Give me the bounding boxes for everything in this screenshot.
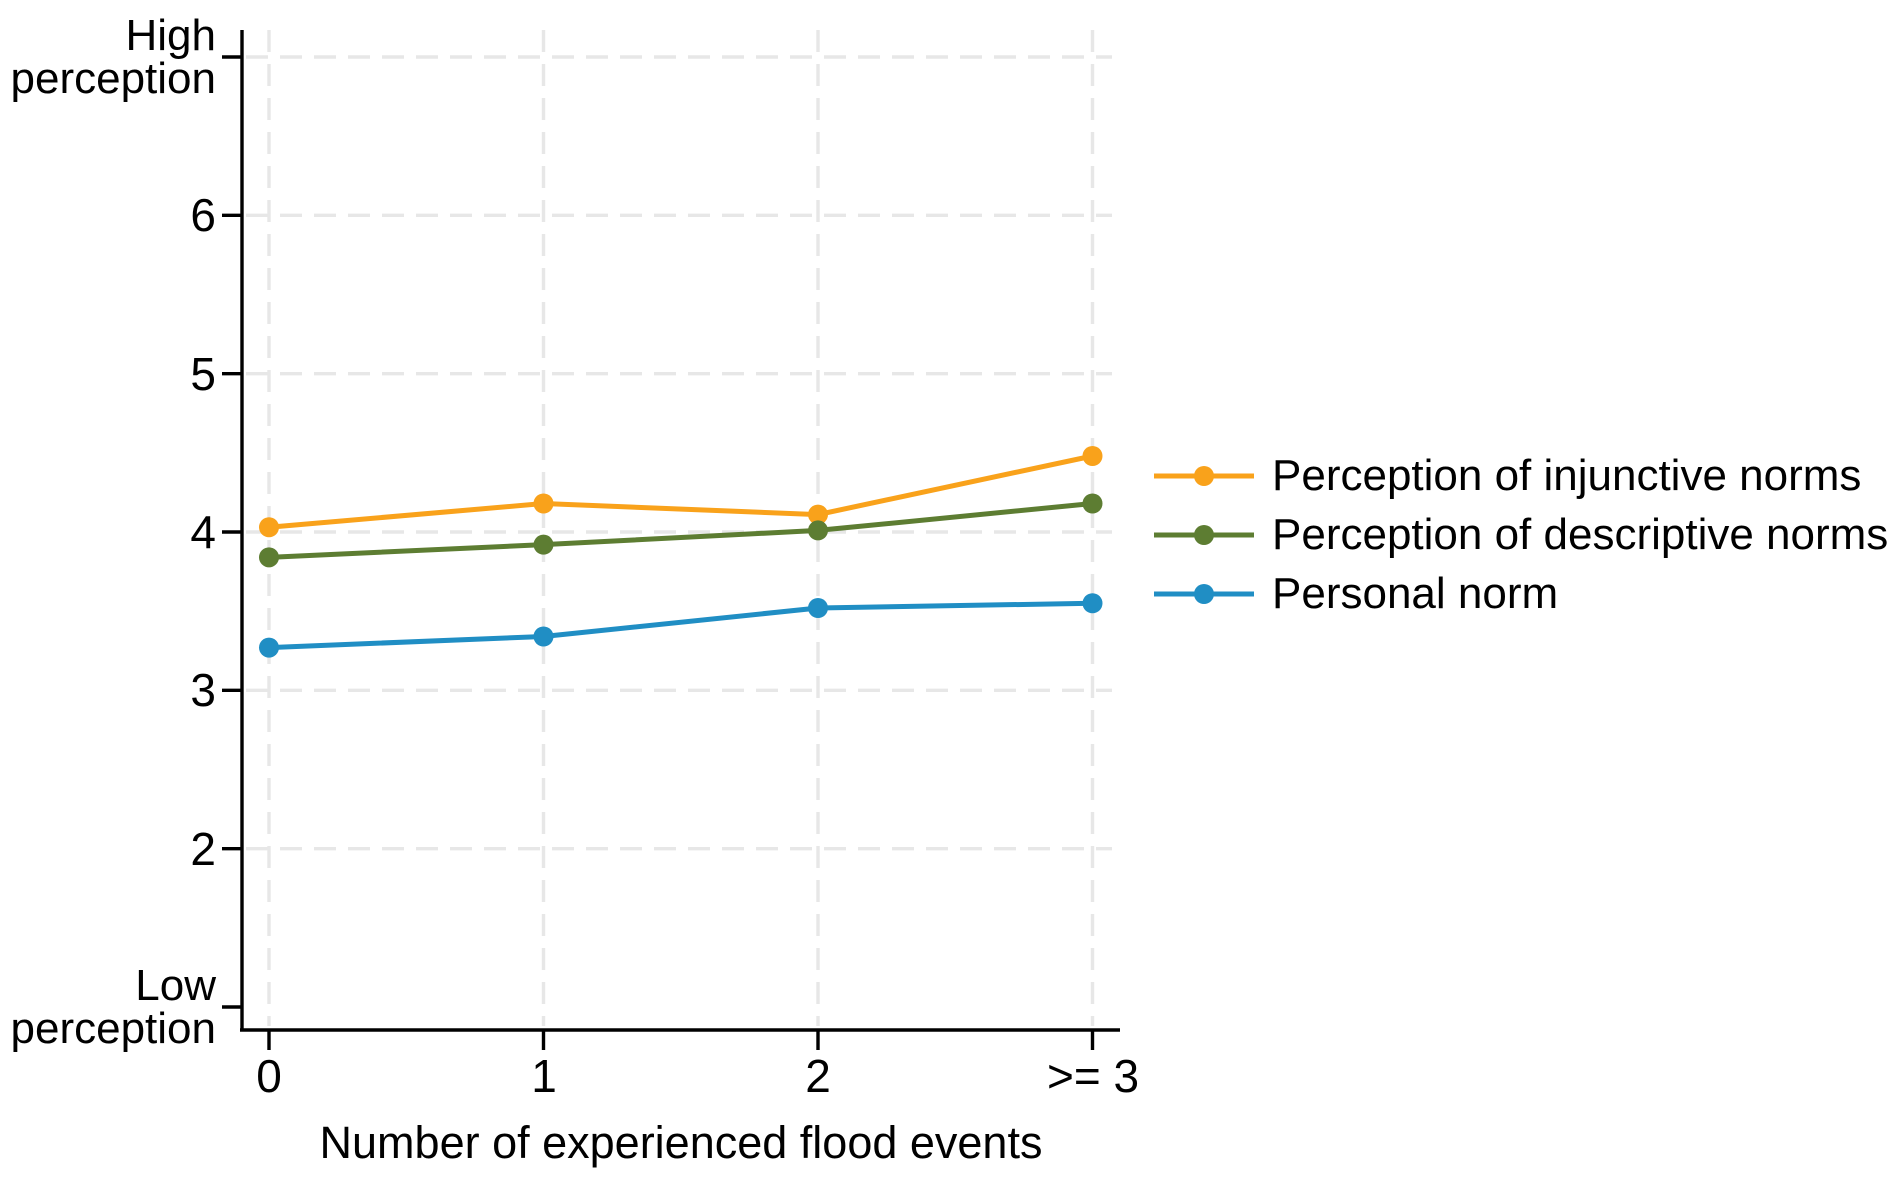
data-point — [533, 534, 554, 555]
x-tick-label-2: 2 — [805, 1050, 831, 1102]
y-tick-label-low-line2: perception — [10, 1004, 216, 1053]
legend-marker-icon — [1154, 524, 1254, 545]
data-point — [259, 517, 279, 538]
legend-label: Perception of injunctive norms — [1272, 450, 1862, 500]
legend-label: Perception of descriptive norms — [1272, 509, 1889, 559]
y-tick-label-low-line1: Low — [135, 961, 216, 1010]
legend-item-injunctive-norms: Perception of injunctive norms — [1152, 446, 1888, 505]
data-point — [533, 493, 554, 514]
series-line — [268, 600, 1093, 651]
y-tick-label-6: 6 — [190, 189, 216, 241]
x-tick-label-0: 0 — [256, 1050, 282, 1102]
y-tick-label-low: Low perception — [0, 961, 216, 1053]
legend-dot — [1194, 583, 1214, 604]
y-tick-label-2: 2 — [190, 823, 216, 875]
legend-dot — [1194, 524, 1214, 545]
legend-marker-icon — [1154, 465, 1254, 486]
data-point — [808, 520, 828, 541]
y-tick-label-4: 4 — [190, 506, 216, 558]
y-tick-label-3: 3 — [190, 664, 216, 716]
legend-marker-icon — [1154, 583, 1254, 604]
data-point — [533, 626, 554, 647]
data-point — [259, 637, 279, 658]
data-point — [259, 547, 279, 568]
data-point — [808, 504, 828, 525]
data-point — [808, 598, 828, 619]
legend-item-personal-norm: Personal norm — [1152, 564, 1888, 623]
series-line — [268, 453, 1094, 530]
legend-label: Personal norm — [1272, 568, 1559, 618]
data-point — [1082, 593, 1103, 614]
x-tick-label-ge3: >= 3 — [1046, 1050, 1140, 1102]
y-tick-label-high-line1: High — [125, 11, 217, 60]
y-tick-label-high: High perception — [0, 11, 217, 103]
y-tick-label-5: 5 — [190, 348, 216, 400]
series-line — [268, 501, 1093, 560]
y-tick-label-high-line2: perception — [10, 54, 216, 103]
x-axis-title: Number of experienced flood events — [319, 1117, 1043, 1168]
legend-item-descriptive-norms: Perception of descriptive norms — [1152, 505, 1888, 564]
data-point — [1082, 493, 1103, 514]
data-point — [1082, 446, 1103, 467]
legend-dot — [1194, 465, 1214, 486]
x-tick-label-1: 1 — [531, 1050, 557, 1102]
legend: Perception of injunctive norms Perceptio… — [1152, 446, 1888, 623]
